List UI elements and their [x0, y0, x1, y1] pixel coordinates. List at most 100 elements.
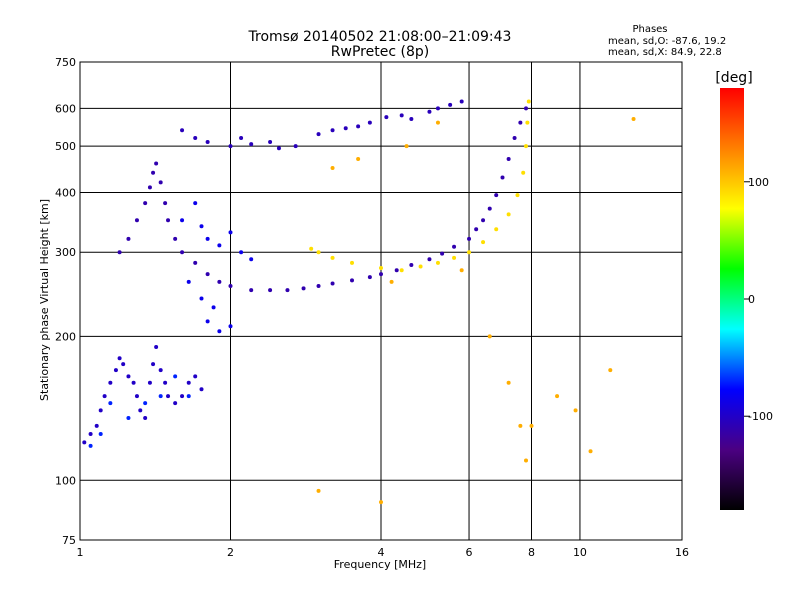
data-point [330, 128, 335, 133]
data-point [521, 170, 526, 175]
data-point [217, 329, 222, 334]
data-point [330, 255, 335, 260]
colorbar-tick-label: 0 [748, 293, 755, 306]
data-points [82, 99, 636, 505]
data-point [143, 415, 148, 420]
data-point [88, 431, 93, 436]
plot-frame [79, 61, 683, 541]
data-point [384, 115, 389, 120]
data-point [154, 161, 159, 166]
data-point [249, 257, 254, 262]
y-axis-ticks: 75 100 200 300 400 500 600 750 [55, 56, 76, 547]
data-point [409, 263, 414, 268]
colorbar-label: [deg] [715, 70, 752, 86]
data-point [608, 368, 613, 373]
data-point [276, 146, 281, 151]
data-point [94, 423, 99, 428]
data-point [180, 218, 185, 223]
data-point [350, 278, 355, 283]
data-point [180, 394, 185, 399]
data-point [459, 99, 464, 104]
data-point [126, 374, 131, 379]
data-point [588, 449, 593, 454]
data-point [98, 408, 103, 413]
data-point [379, 266, 383, 271]
y-tick-label: 500 [55, 140, 76, 153]
data-point [180, 250, 185, 255]
data-point [143, 201, 148, 206]
data-point [474, 227, 479, 232]
data-point [151, 362, 156, 367]
data-point [506, 157, 511, 162]
data-point [409, 116, 414, 121]
data-point [316, 250, 321, 255]
data-point [526, 99, 531, 104]
data-point [356, 124, 361, 129]
data-point [193, 260, 198, 265]
data-point [166, 218, 171, 223]
data-point [467, 236, 472, 241]
data-point [316, 132, 321, 137]
data-point [102, 394, 107, 399]
data-point [151, 170, 156, 175]
data-point [186, 279, 191, 284]
x-tick-label: 10 [573, 546, 587, 559]
data-point [134, 218, 139, 223]
data-point [268, 288, 273, 293]
x-tick-label: 2 [227, 546, 234, 559]
data-point [435, 120, 440, 125]
data-point [199, 224, 204, 229]
data-point [158, 368, 163, 373]
data-point [330, 281, 335, 286]
data-point [186, 394, 191, 399]
data-point [524, 144, 529, 149]
data-point [147, 380, 152, 385]
data-point [316, 488, 321, 493]
colorbar [720, 88, 744, 510]
data-point [399, 113, 404, 118]
data-point [515, 193, 520, 198]
data-point [494, 227, 499, 232]
data-point [199, 296, 204, 301]
chart-subtitle: RwPretec (8p) [331, 44, 429, 60]
data-point [249, 288, 254, 293]
y-tick-label: 75 [62, 534, 76, 547]
data-point [163, 201, 168, 206]
data-point [555, 394, 560, 399]
data-point [173, 401, 178, 406]
data-point [367, 120, 372, 125]
data-point [435, 106, 440, 111]
data-point [193, 201, 198, 206]
data-point [301, 286, 306, 291]
data-point [418, 264, 423, 269]
data-point [108, 380, 113, 385]
data-point [98, 431, 103, 436]
data-point [134, 394, 139, 399]
data-point [573, 408, 578, 413]
data-point [186, 380, 191, 385]
y-tick-label: 750 [55, 56, 76, 69]
y-tick-label: 100 [55, 474, 76, 487]
data-point [166, 394, 171, 399]
data-point [239, 136, 244, 141]
data-point [217, 279, 222, 284]
data-point [143, 401, 148, 406]
data-point [199, 387, 204, 392]
data-point [158, 180, 163, 185]
data-point [249, 142, 254, 147]
y-tick-label: 200 [55, 330, 76, 343]
data-point [205, 140, 210, 145]
data-point [205, 319, 210, 324]
data-point [205, 272, 210, 277]
data-point [173, 236, 178, 241]
grid [80, 62, 682, 540]
data-point [205, 236, 210, 241]
data-point [459, 268, 464, 273]
data-point [394, 268, 399, 273]
data-point [524, 106, 529, 111]
data-point [350, 260, 355, 265]
data-point [217, 243, 222, 248]
data-point [389, 279, 394, 284]
data-point [525, 120, 530, 125]
